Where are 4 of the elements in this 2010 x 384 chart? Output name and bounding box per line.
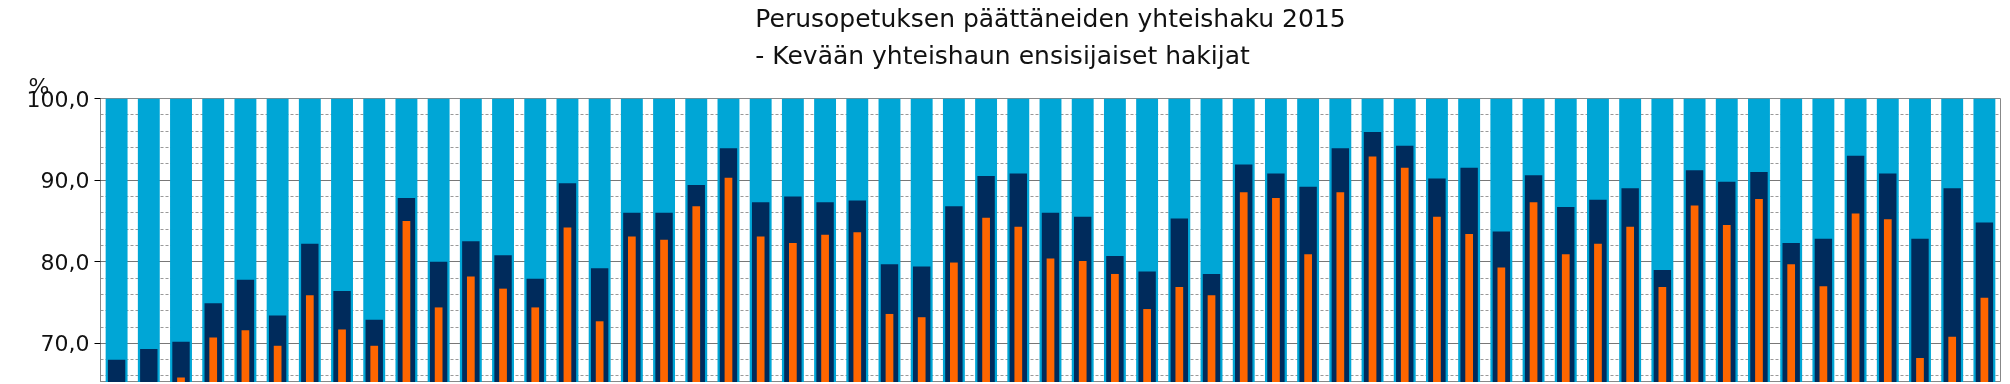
y-tick-label: 70,0: [40, 331, 90, 357]
y-tick-label: 80,0: [40, 249, 90, 275]
y-tick-label: 90,0: [40, 168, 90, 194]
chart-title: Perusopetuksen päättäneiden yhteishaku 2015 - Kevään yhteishaun ensisijaiset hakijat: [755, 3, 1346, 71]
